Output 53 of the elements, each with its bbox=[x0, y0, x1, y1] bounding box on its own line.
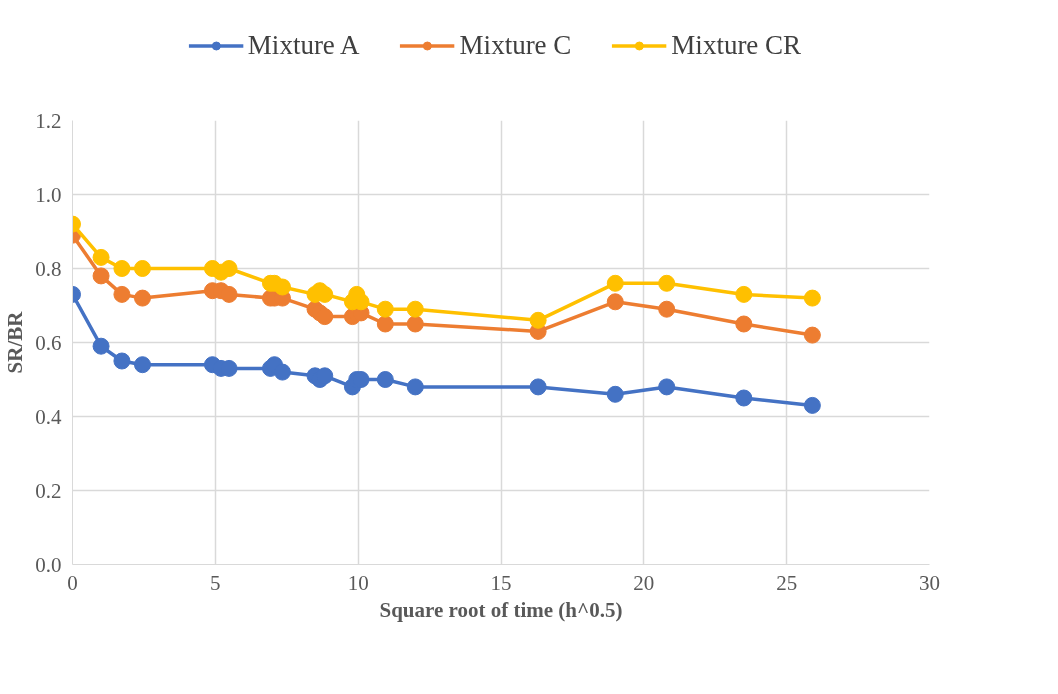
point bbox=[376, 315, 394, 333]
point bbox=[133, 260, 151, 277]
point bbox=[658, 274, 676, 292]
point bbox=[735, 389, 753, 407]
point bbox=[658, 300, 676, 318]
x-axis-title: Square root of time (h^0.5) bbox=[379, 597, 623, 622]
point bbox=[133, 356, 151, 374]
point bbox=[803, 326, 821, 344]
point bbox=[606, 385, 624, 403]
point bbox=[606, 274, 624, 292]
legend-label: Mixture C bbox=[459, 29, 572, 61]
legend-label: Mixture A bbox=[247, 29, 360, 61]
x-tick-label: 30 bbox=[919, 570, 940, 595]
point bbox=[220, 260, 238, 277]
point bbox=[658, 378, 676, 396]
y-tick-label: 1.2 bbox=[35, 108, 62, 133]
x-tick-label: 15 bbox=[490, 570, 512, 595]
point bbox=[113, 352, 131, 370]
point bbox=[376, 300, 394, 318]
point bbox=[273, 278, 291, 296]
point bbox=[273, 363, 291, 381]
point bbox=[606, 293, 624, 311]
x-tick-label: 0 bbox=[67, 570, 78, 595]
point bbox=[376, 371, 394, 388]
x-tick-label: 20 bbox=[633, 570, 655, 595]
point bbox=[92, 337, 110, 355]
point bbox=[529, 311, 547, 329]
y-tick-label: 0.0 bbox=[35, 552, 62, 577]
y-tick-label: 0.8 bbox=[35, 256, 62, 281]
point bbox=[406, 300, 424, 318]
y-tick-label: 0.2 bbox=[35, 478, 62, 503]
y-axis-title: SR/BR bbox=[3, 310, 28, 374]
point bbox=[803, 396, 821, 414]
point bbox=[133, 289, 151, 307]
point bbox=[113, 260, 131, 277]
y-tick-label: 0.6 bbox=[35, 330, 62, 355]
y-tick-label: 0.4 bbox=[35, 404, 62, 429]
point bbox=[92, 267, 110, 285]
point bbox=[735, 315, 753, 333]
legend-label: Mixture CR bbox=[671, 29, 802, 61]
x-tick-label: 25 bbox=[776, 570, 798, 595]
x-tick-label: 5 bbox=[210, 570, 221, 595]
point bbox=[406, 315, 424, 333]
point bbox=[220, 285, 238, 303]
x-tick-label: 10 bbox=[347, 570, 369, 595]
point bbox=[735, 285, 753, 303]
point bbox=[316, 308, 334, 326]
point bbox=[113, 285, 131, 303]
point bbox=[803, 289, 821, 307]
point bbox=[92, 248, 110, 266]
point bbox=[406, 378, 424, 396]
point bbox=[529, 378, 547, 396]
y-tick-label: 1.0 bbox=[35, 182, 62, 207]
